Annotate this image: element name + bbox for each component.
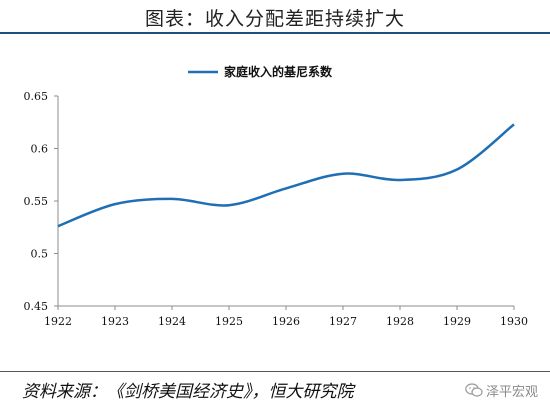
y-tick-label: 0.65: [24, 90, 49, 103]
watermark-text: 泽平宏观: [485, 385, 538, 400]
y-tick-label: 0.6: [31, 143, 49, 156]
series-points: [57, 124, 515, 227]
series-line-gini: [57, 123, 515, 228]
chart-title: 图表：收入分配差距持续扩大: [144, 8, 405, 30]
x-tick-label: 1928: [386, 315, 414, 328]
wechat-icon: [465, 383, 483, 397]
x-tick-label: 1930: [500, 315, 528, 328]
title-divider: [0, 32, 550, 34]
x-tick-label: 1925: [215, 315, 243, 328]
y-tick-label: 0.45: [24, 300, 49, 313]
legend-label: 家庭收入的基尼系数: [224, 64, 333, 79]
y-tick-label: 0.55: [24, 195, 49, 208]
footer-divider: [0, 371, 550, 372]
x-tick-label: 1923: [101, 315, 129, 328]
x-tick-label: 1929: [443, 315, 471, 328]
y-tick-label: 0.5: [31, 248, 49, 261]
axes: [54, 95, 515, 310]
tick-labels: 0.45 0.5 0.55 0.6 0.65 1922 1923 1924 1925 1926 19…: [24, 90, 529, 328]
legend: 家庭收入的基尼系数: [188, 64, 333, 79]
x-tick-label: 1927: [329, 315, 357, 328]
x-tick-label: 1926: [272, 315, 300, 328]
source-note: 资料来源：《剑桥美国经济史》，恒大研究院: [22, 382, 354, 402]
x-tick-label: 1924: [158, 315, 186, 328]
gini-line-chart: 家庭收入的基尼系数 0.45 0.5 0.55 0.6 0.65 1922 1923 1924…: [24, 64, 529, 328]
watermark: 泽平宏观: [465, 381, 538, 400]
x-tick-label: 1922: [44, 315, 72, 328]
